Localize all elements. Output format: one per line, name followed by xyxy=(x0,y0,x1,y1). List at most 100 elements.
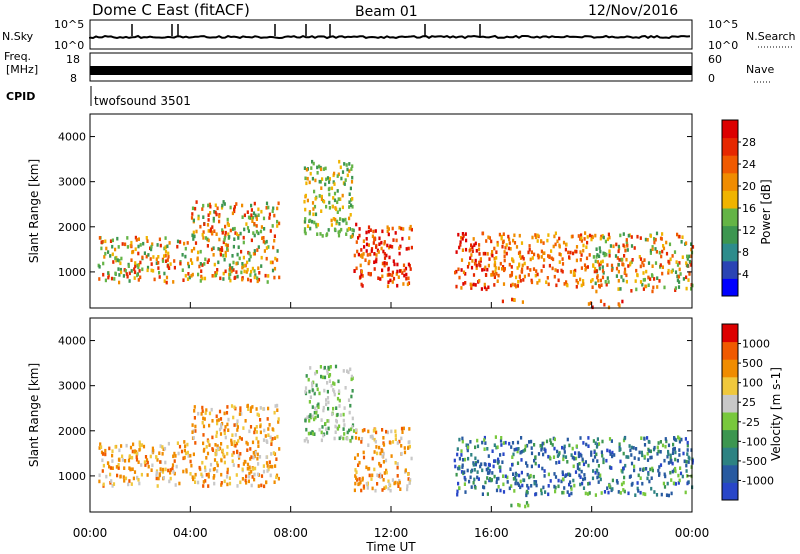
velocity-data-cell xyxy=(340,435,343,439)
velocity-data-cell xyxy=(360,440,363,444)
velocity-data-cell xyxy=(570,453,573,457)
power-colorbar-segment xyxy=(722,260,738,279)
power-data-cell xyxy=(473,262,477,266)
velocity-data-cell xyxy=(255,425,258,429)
power-data-cell xyxy=(618,303,621,308)
velocity-data-cell xyxy=(249,447,252,451)
velocity-data-cell xyxy=(636,481,639,485)
velocity-data-cell xyxy=(233,423,236,427)
power-data-cell xyxy=(579,277,582,282)
power-data-cell xyxy=(458,245,461,250)
power-data-cell xyxy=(528,247,531,252)
velocity-data-cell xyxy=(465,443,468,447)
velocity-data-cell xyxy=(578,462,581,466)
power-data-cell xyxy=(556,269,559,273)
power-data-cell xyxy=(202,230,205,234)
power-data-cell xyxy=(625,257,628,262)
velocity-data-cell xyxy=(382,441,385,445)
velocity-data-cell xyxy=(209,462,213,467)
power-data-cell xyxy=(372,241,375,245)
power-data-cell xyxy=(211,274,214,278)
power-data-cell xyxy=(370,247,374,251)
power-data-cell xyxy=(197,216,200,221)
velocity-data-cell xyxy=(254,450,257,455)
power-data-cell xyxy=(510,265,513,269)
power-data-cell xyxy=(191,206,195,211)
power-data-cell xyxy=(200,269,203,273)
velocity-data-cell xyxy=(316,414,319,418)
power-data-cell xyxy=(314,178,317,183)
power-data-cell xyxy=(461,232,464,236)
velocity-data-cell xyxy=(102,482,105,487)
velocity-data-cell xyxy=(644,492,647,497)
velocity-data-cell xyxy=(237,454,240,458)
velocity-data-cell xyxy=(375,430,378,435)
velocity-data-cell xyxy=(658,465,661,469)
power-data-cell xyxy=(333,182,336,186)
power-data-cell xyxy=(490,273,493,277)
power-data-cell xyxy=(232,244,235,249)
velocity-data-cell xyxy=(244,419,247,423)
power-data-cell xyxy=(373,236,376,241)
power-data-cell xyxy=(124,242,127,247)
power-data-cell xyxy=(276,219,279,224)
power-data-cell xyxy=(273,266,277,271)
velocity-data-cell xyxy=(647,472,650,476)
velocity-data-cell xyxy=(217,418,220,422)
velocity-data-cell xyxy=(594,493,597,497)
power-data-cell xyxy=(222,253,225,258)
power-colorbar-tick-label: 28 xyxy=(742,136,756,149)
power-data-cell xyxy=(678,280,681,284)
power-data-cell xyxy=(599,278,602,283)
nsky-label: N.Sky xyxy=(2,30,34,43)
power-data-cell xyxy=(107,250,110,254)
power-data-cell xyxy=(213,210,216,214)
velocity-data-cell xyxy=(679,471,683,476)
velocity-data-cell xyxy=(182,456,185,461)
velocity-data-cell xyxy=(259,424,262,429)
velocity-data-cell xyxy=(310,415,313,420)
velocity-data-cell xyxy=(394,461,397,465)
power-data-cell xyxy=(260,264,263,268)
velocity-data-cell xyxy=(382,436,385,440)
velocity-data-cell xyxy=(456,452,459,457)
velocity-data-cell xyxy=(588,491,591,495)
power-data-cell xyxy=(251,215,255,220)
power-data-cell xyxy=(208,202,211,207)
velocity-data-cell xyxy=(112,482,116,486)
velocity-data-cell xyxy=(133,449,137,453)
velocity-data-cell xyxy=(135,458,139,462)
velocity-data-cell xyxy=(223,479,226,484)
velocity-data-cell xyxy=(186,442,189,447)
velocity-data-cell xyxy=(497,485,500,489)
velocity-data-cell xyxy=(337,379,340,384)
velocity-data-cell xyxy=(235,441,239,446)
power-data-cell xyxy=(272,245,275,250)
power-data-cell xyxy=(255,224,258,228)
power-data-cell xyxy=(128,279,131,283)
velocity-data-cell xyxy=(138,448,141,452)
velocity-data-cell xyxy=(657,449,660,454)
velocity-data-cell xyxy=(685,463,688,468)
power-data-cell xyxy=(166,258,169,262)
velocity-data-cell xyxy=(138,440,141,445)
power-data-cell xyxy=(601,275,605,280)
power-data-cell xyxy=(501,267,504,271)
power-data-cell xyxy=(534,233,537,237)
velocity-data-cell xyxy=(582,486,586,490)
velocity-data-cell xyxy=(549,479,552,483)
velocity-data-cell xyxy=(639,476,642,480)
power-data-cell xyxy=(237,234,240,238)
power-data-cell xyxy=(588,253,591,257)
power-data-cell xyxy=(109,239,113,243)
power-data-cell xyxy=(627,233,630,238)
velocity-data-cell xyxy=(239,408,242,413)
velocity-data-cell xyxy=(252,455,255,460)
velocity-data-cell xyxy=(191,475,194,479)
velocity-data-cell xyxy=(609,452,612,456)
power-data-cell xyxy=(339,165,342,170)
velocity-data-cell xyxy=(203,417,206,421)
velocity-data-cell xyxy=(563,486,566,490)
